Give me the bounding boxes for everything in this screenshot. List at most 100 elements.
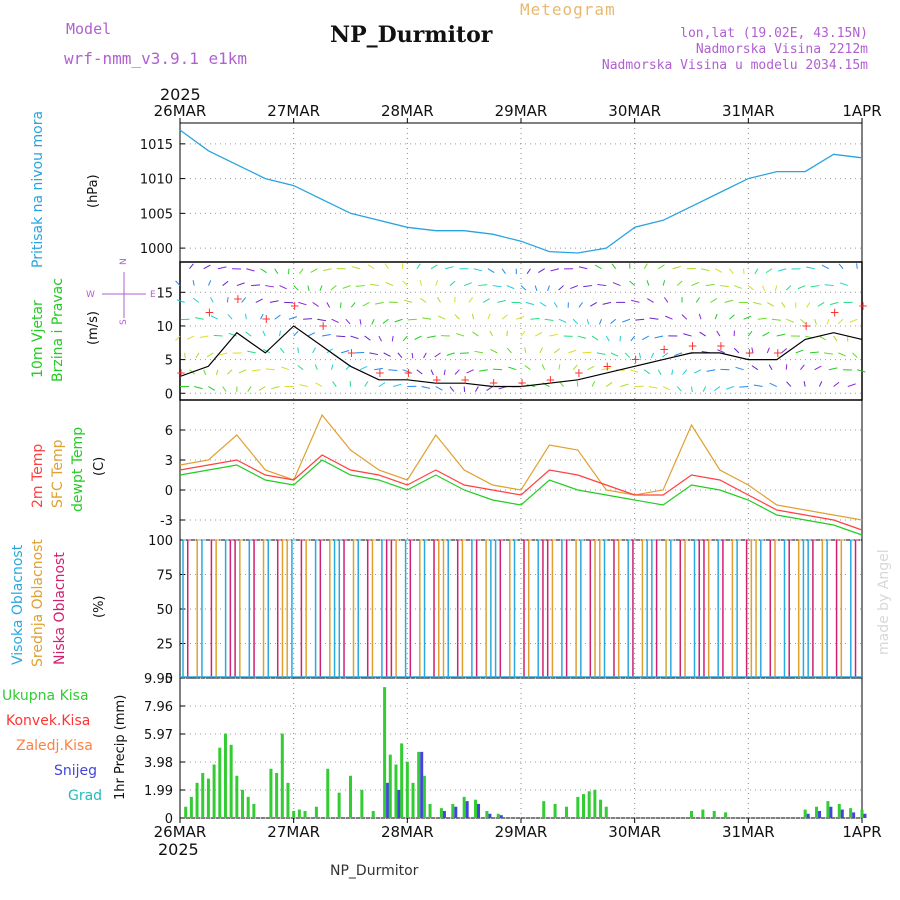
wind-arrow xyxy=(662,352,669,358)
wind-arrow xyxy=(472,331,479,337)
wind-arrow xyxy=(195,352,200,359)
wind-arrow xyxy=(255,298,263,303)
precip-total-bar xyxy=(496,813,500,818)
wind-arrow xyxy=(824,284,834,287)
wind-arrow xyxy=(463,282,472,287)
wind-arrow xyxy=(213,334,223,337)
wind-arrow xyxy=(681,314,688,320)
wind-arrow xyxy=(238,369,247,374)
wind-arrow xyxy=(206,352,214,358)
wind-arrow xyxy=(501,268,506,274)
wind-arrow xyxy=(269,300,279,303)
wind-arrow xyxy=(620,383,629,388)
y-tick-labels: 1015101010051000151050630-310075502509.9… xyxy=(140,138,185,827)
wind-arrow xyxy=(332,381,337,387)
wind-arrow xyxy=(375,301,384,305)
wind-arrow xyxy=(777,268,787,272)
wind-arrow xyxy=(818,381,823,387)
y-tick-label: 1005 xyxy=(140,207,173,222)
wind-arrow xyxy=(378,335,382,342)
wind-arrow xyxy=(359,366,368,371)
wind-arrow xyxy=(427,335,436,339)
precip-total-bar xyxy=(582,794,586,818)
wind-arrow xyxy=(826,319,830,325)
wind-arrow xyxy=(558,318,567,323)
precip-total-bar xyxy=(815,806,819,818)
wind-arrow xyxy=(547,285,550,292)
gust-marker: + xyxy=(659,343,669,357)
wind-arrow xyxy=(192,280,195,286)
wind-arrow xyxy=(635,318,645,321)
wind-arrow xyxy=(416,263,421,270)
wind-arrow xyxy=(726,386,735,390)
wind-arrow xyxy=(336,335,346,338)
precip-total-bar xyxy=(462,796,466,818)
wind-arrow xyxy=(411,352,414,359)
precip-snow-bar xyxy=(840,809,844,818)
precip-total-bar xyxy=(223,733,227,818)
precip-snow-bar xyxy=(818,810,822,818)
wind-arrow xyxy=(445,266,454,270)
wind-arrow xyxy=(829,301,839,306)
pressure-ylabel: Pritisak na nivou mora xyxy=(30,111,46,268)
date-label-bottom: 31MAR xyxy=(722,823,775,841)
model-elevation-info: Nadmorska Visina u modelu 2034.15m xyxy=(601,58,868,73)
wind-arrow xyxy=(814,319,817,325)
dewpt-line xyxy=(179,459,863,536)
wind-arrow xyxy=(478,284,488,287)
gust-marker: + xyxy=(403,366,413,380)
wind-arrow xyxy=(226,296,229,303)
wind-arrow xyxy=(663,297,669,303)
gust-marker: + xyxy=(233,292,243,306)
wind-arrow xyxy=(423,352,427,359)
wind-arrow xyxy=(245,331,252,337)
precip-snow-bar xyxy=(454,806,458,818)
wind-arrow xyxy=(549,333,559,337)
wind-arrow xyxy=(351,266,361,270)
pressure-line xyxy=(179,129,863,254)
wind-arrow xyxy=(583,285,593,288)
precip-snow-bar xyxy=(499,815,503,818)
wind-arrow xyxy=(524,365,531,371)
wind-arrow xyxy=(752,301,762,305)
wind-arrow xyxy=(342,285,351,289)
wind-arrow xyxy=(492,285,502,288)
wind-arrow xyxy=(553,348,561,354)
wind-arrow xyxy=(559,381,565,387)
wind-arrow xyxy=(856,263,858,269)
wind-arrow xyxy=(297,364,304,371)
gust-marker: + xyxy=(460,373,470,387)
wind-arrow xyxy=(748,285,754,291)
date-label-bottom: 27MAR xyxy=(267,823,320,841)
precip-total-bar xyxy=(218,747,222,818)
wind-arrow xyxy=(466,369,474,374)
date-label-top: 1APR xyxy=(842,102,881,120)
wind-arrow xyxy=(819,335,826,341)
precip-total-bar xyxy=(297,809,301,818)
gust-marker: + xyxy=(489,376,499,390)
wind-arrow xyxy=(350,335,359,340)
wind-arrow xyxy=(508,366,517,371)
wind-arrow xyxy=(419,297,427,303)
wind-arrow xyxy=(578,266,588,270)
wind-arrow xyxy=(785,285,792,291)
model-label: Model xyxy=(66,20,112,38)
wind-arrow xyxy=(839,282,848,287)
wind-arrow xyxy=(367,264,375,270)
wind-arrow xyxy=(312,347,316,354)
wind-arrow xyxy=(582,351,592,354)
wind-arrow xyxy=(605,382,613,387)
wind-arrow xyxy=(228,332,237,337)
wind-arrow xyxy=(403,299,413,303)
wind-arrow xyxy=(710,298,718,303)
wind-arrow xyxy=(654,335,664,339)
wind-arrow xyxy=(497,300,506,303)
wind-arrow xyxy=(489,330,494,337)
wind-arrow xyxy=(371,319,375,325)
wind-speed-line xyxy=(179,325,863,388)
wind-arrow xyxy=(526,268,531,275)
wind-arrow xyxy=(194,386,203,390)
svg-text:S: S xyxy=(119,319,129,325)
lonlat-info: lon,lat (19.02E, 43.15N) xyxy=(680,26,868,41)
wind-arrow xyxy=(769,382,777,387)
